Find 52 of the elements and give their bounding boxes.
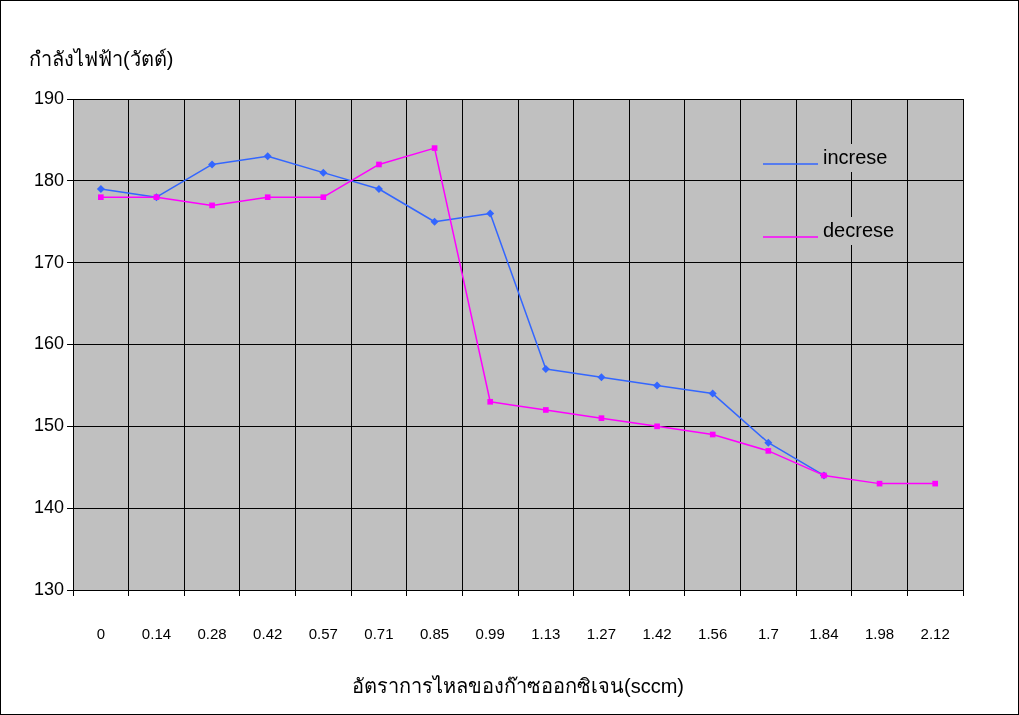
y-tick-label: 140: [33, 497, 65, 518]
x-axis-title: อัตราการไหลของก๊าซออกซิเจน(sccm): [352, 675, 685, 697]
x-tick-label: 1.84: [809, 625, 839, 643]
point: [208, 160, 217, 169]
point: [654, 423, 660, 430]
point: [765, 448, 772, 454]
point: [764, 438, 773, 447]
point: [320, 194, 327, 201]
point: [264, 194, 271, 201]
x-tick-label: 0: [96, 625, 106, 643]
point: [709, 431, 716, 438]
point: [653, 381, 662, 390]
x-tick-label: 1.56: [698, 625, 728, 643]
y-tick-label: 130: [33, 578, 65, 599]
x-tick-label: 1.13: [531, 625, 561, 643]
point: [96, 185, 105, 194]
point: [431, 145, 438, 151]
point: [708, 389, 717, 398]
point: [486, 209, 495, 218]
point: [932, 480, 939, 487]
point: [319, 168, 328, 177]
point: [543, 407, 549, 413]
y-tick-label: 150: [33, 415, 65, 436]
point: [598, 415, 605, 421]
point: [541, 365, 550, 374]
x-tick-label: 1.27: [586, 625, 617, 643]
point: [430, 217, 439, 226]
x-tick-label: 0.42: [253, 625, 283, 643]
y-axis-title: กำลังไฟฟ้า(วัตต์): [29, 48, 174, 70]
x-tick-label: 2.12: [920, 625, 950, 643]
x-tick-label: 1.98: [864, 625, 895, 643]
point: [374, 185, 383, 194]
x-tick-label: 0.99: [475, 625, 505, 643]
x-tick-label: 0.57: [308, 625, 338, 643]
point: [209, 202, 215, 209]
legend-label: increse: [823, 145, 888, 168]
y-tick-label: 170: [33, 251, 65, 272]
x-tick-label: 0.71: [364, 625, 394, 643]
x-tick-label: 0.14: [141, 625, 172, 643]
y-tick-label: 160: [33, 333, 65, 354]
y-tick-label: 180: [33, 169, 65, 190]
point: [376, 161, 382, 168]
x-tick-label: 0.85: [419, 625, 450, 643]
point: [487, 398, 494, 405]
x-tick-label: 1.42: [642, 625, 672, 643]
x-tick-label: 0.28: [197, 625, 227, 643]
point: [263, 152, 272, 161]
x-tick-label: 1.7: [757, 625, 779, 643]
legend-label: decrese: [823, 218, 895, 241]
point: [597, 373, 606, 382]
point: [98, 194, 104, 201]
y-tick-label: 190: [33, 87, 65, 108]
